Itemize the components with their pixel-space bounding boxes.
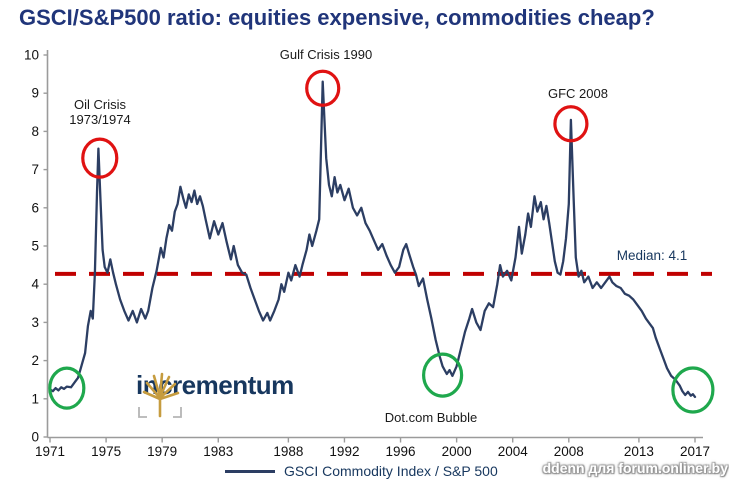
x-tick-label: 1992	[329, 444, 359, 459]
annotation-oil-crisis-line2: 1973/1974	[69, 112, 131, 127]
annotation-gulf-crisis: Gulf Crisis 1990	[279, 47, 373, 62]
highlight-circle-dotcom-bubble	[422, 352, 464, 398]
chart-title: GSCI/S&P500 ratio: equities expensive, c…	[19, 5, 655, 30]
highlight-circle-gfc	[553, 105, 589, 143]
highlight-circle-low-2016	[671, 366, 715, 414]
tree-icon	[138, 372, 182, 418]
x-tick-label: 2017	[680, 444, 710, 459]
watermark: ddenn для forum.onliner.by	[542, 460, 728, 476]
y-tick-label: 6	[31, 200, 39, 215]
x-tick-label: 1988	[273, 444, 303, 459]
y-tick-label: 5	[31, 239, 39, 254]
x-tick-label: 1979	[147, 444, 177, 459]
y-tick-label: 4	[31, 277, 39, 292]
y-tick-label: 1	[31, 391, 39, 406]
x-tick-label: 2008	[554, 444, 584, 459]
annotation-dotcom-bubble: Dot.com Bubble	[384, 410, 478, 425]
y-tick-label: 7	[31, 162, 39, 177]
x-tick-label: 1971	[35, 444, 65, 459]
annotation-gfc: GFC 2008	[548, 86, 608, 101]
y-tick-label: 10	[24, 48, 39, 63]
x-tick-label: 2000	[442, 444, 472, 459]
incrementum-logo: incrementum	[136, 370, 294, 418]
legend: GSCI Commodity Index / S&P 500	[225, 463, 498, 479]
highlight-circle-low-1972	[48, 366, 86, 410]
y-tick-label: 0	[31, 430, 39, 445]
x-tick-label: 2004	[498, 444, 529, 459]
y-tick-label: 9	[31, 86, 39, 101]
legend-label: GSCI Commodity Index / S&P 500	[284, 463, 498, 479]
y-tick-label: 3	[31, 315, 39, 330]
annotation-median: Median: 4.1	[616, 248, 688, 263]
x-tick-label: 1996	[386, 444, 416, 459]
highlight-circle-gulf-crisis	[305, 69, 341, 107]
highlight-circle-oil-crisis	[81, 137, 119, 179]
x-tick-label: 1983	[203, 444, 233, 459]
y-tick-label: 2	[31, 353, 39, 368]
x-tick-label: 2013	[624, 444, 654, 459]
legend-line-swatch	[225, 469, 275, 473]
annotation-oil-crisis: Oil Crisis 1973/1974	[40, 97, 160, 127]
y-tick-label: 8	[31, 124, 39, 139]
x-tick-label: 1975	[91, 444, 121, 459]
annotation-oil-crisis-line1: Oil Crisis	[74, 97, 126, 112]
gsci-sp500-ratio-line	[48, 80, 697, 399]
